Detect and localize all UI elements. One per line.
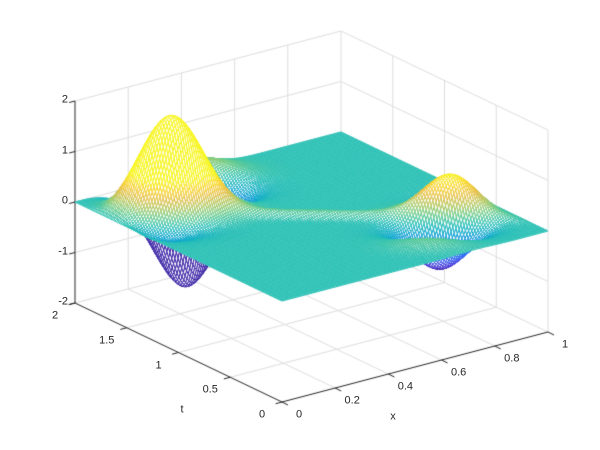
z-tick-label-2: 2 [61, 93, 68, 106]
t-tick-label-2: 2 [51, 309, 59, 322]
x-tick-label-1: 1 [561, 338, 569, 351]
z-tick-label--1: -1 [58, 245, 68, 257]
z-tick-label-0: 0 [61, 194, 68, 207]
x-axis-label: x [390, 410, 396, 423]
t-tick-label-1: 1 [155, 359, 162, 371]
t-tick-label-1.5: 1.5 [99, 334, 115, 347]
z-tick-label--2: -2 [58, 295, 68, 308]
x-tick-label-0.8: 0.8 [504, 352, 520, 365]
t-axis-label: t [180, 403, 184, 416]
x-tick-label-0.2: 0.2 [344, 394, 360, 407]
z-tick-label-1: 1 [61, 144, 68, 156]
t-tick-label-0.5: 0.5 [202, 383, 218, 396]
x-tick-label-0.4: 0.4 [397, 380, 414, 393]
t-tick-label-0: 0 [258, 408, 266, 421]
x-tick-label-0: 0 [295, 408, 303, 421]
x-tick-label-0.6: 0.6 [450, 366, 467, 379]
